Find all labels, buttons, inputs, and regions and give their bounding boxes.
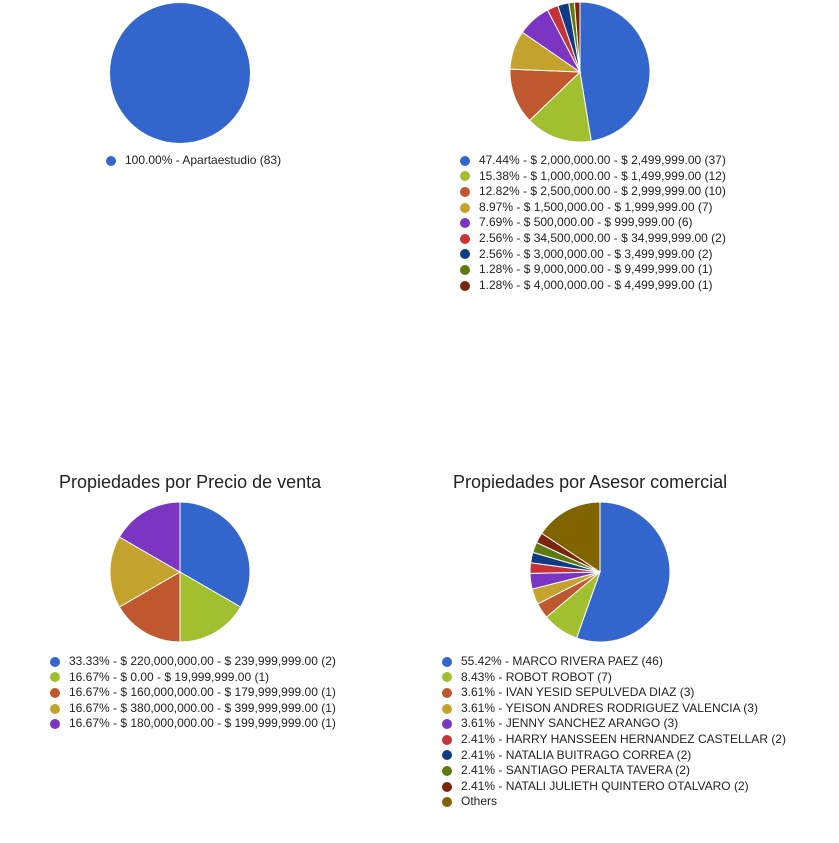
legend-3-label-2: 16.67% - $ 0.00 - $ 19,999,999.00 (1) xyxy=(69,669,270,684)
pie-2-slice-9 xyxy=(573,1,581,73)
pie-3-slice-3 xyxy=(118,571,181,643)
legend-2-label-1: 47.44% - $ 2,000,000.00 - $ 2,499,999.00… xyxy=(479,153,726,167)
pie-4-slice-10 xyxy=(541,501,601,573)
legend-4-label-3: 3.61% - IVAN YESID SEPULVEDA DIAZ (3) xyxy=(461,685,695,700)
legend-4-swatch-5 xyxy=(442,719,452,730)
pie-2-slice-2 xyxy=(528,70,592,143)
legend-1-label-1: 100.00% - Apartaestudio (83) xyxy=(125,153,282,167)
legend-2-label-5: 7.69% - $ 500,000.00 - $ 999,999.00 (6) xyxy=(479,215,693,230)
legend-2-item-5: 7.69% - $ 500,000.00 - $ 999,999.00 (6) xyxy=(460,215,726,231)
legend-2-item-3: 12.82% - $ 2,500,000.00 - $ 2,999,999.00… xyxy=(460,184,726,200)
legend-2: 47.44% - $ 2,000,000.00 - $ 2,499,999.00… xyxy=(460,153,726,293)
legend-3-label-3: 16.67% - $ 160,000,000.00 - $ 179,999,99… xyxy=(69,685,336,700)
legend-4-swatch-3 xyxy=(442,687,452,698)
legend-2-label-6: 2.56% - $ 34,500,000.00 - $ 34,999,999.0… xyxy=(479,230,726,245)
pie-3-slice-2 xyxy=(179,571,242,643)
legend-4-swatch-9 xyxy=(442,781,452,792)
legend-3-item-5: 16.67% - $ 180,000,000.00 - $ 199,999,99… xyxy=(50,716,336,732)
chart-title-3: Propiedades por Precio de venta xyxy=(59,472,322,492)
legend-2-swatch-1 xyxy=(460,155,470,166)
legend-2-swatch-7 xyxy=(460,249,470,260)
pie-3-slice-1 xyxy=(179,501,251,608)
legend-2-label-9: 1.28% - $ 4,000,000.00 - $ 4,499,999.00 … xyxy=(479,277,713,292)
legend-4-item-10: Others xyxy=(442,794,786,810)
legend-4-label-4: 3.61% - YEISON ANDRES RODRIGUEZ VALENCIA… xyxy=(461,700,758,715)
legend-4-item-2: 8.43% - ROBOT ROBOT (7) xyxy=(442,670,786,686)
legend-4-item-8: 2.41% - SANTIAGO PERALTA TAVERA (2) xyxy=(442,763,786,779)
legend-4-swatch-10 xyxy=(442,797,452,808)
legend-4-label-7: 2.41% - NATALIA BUITRAGO CORREA (2) xyxy=(461,747,692,762)
pie-4-slice-1 xyxy=(575,501,671,643)
legend-3-swatch-1 xyxy=(50,656,60,667)
legend-3: 33.33% - $ 220,000,000.00 - $ 239,999,99… xyxy=(50,654,336,732)
legend-1-swatch-1 xyxy=(106,155,116,166)
legend-4-item-7: 2.41% - NATALIA BUITRAGO CORREA (2) xyxy=(442,748,786,764)
legend-4-swatch-2 xyxy=(442,672,452,683)
legend-2-label-3: 12.82% - $ 2,500,000.00 - $ 2,999,999.00… xyxy=(479,184,726,199)
pie-chart-1 xyxy=(110,3,250,143)
legend-4-item-1: 55.42% - MARCO RIVERA PAEZ (46) xyxy=(442,654,786,670)
legend-3-item-1: 33.33% - $ 220,000,000.00 - $ 239,999,99… xyxy=(50,654,336,670)
legend-2-swatch-2 xyxy=(460,171,470,182)
legend-2-item-7: 2.56% - $ 3,000,000.00 - $ 3,499,999.00 … xyxy=(460,247,726,263)
legend-3-swatch-4 xyxy=(50,703,60,714)
legend-4-label-10: Others xyxy=(461,794,498,809)
pie-1-slice-1 xyxy=(110,3,250,143)
pie-3-slice-4 xyxy=(109,536,182,608)
legend-2-item-2: 15.38% - $ 1,000,000.00 - $ 1,499,999.00… xyxy=(460,169,726,185)
legend-2-item-9: 1.28% - $ 4,000,000.00 - $ 4,499,999.00 … xyxy=(460,278,726,294)
legend-2-item-6: 2.56% - $ 34,500,000.00 - $ 34,999,999.0… xyxy=(460,231,726,247)
legend-2-item-8: 1.28% - $ 9,000,000.00 - $ 9,499,999.00 … xyxy=(460,262,726,278)
legend-2-label-7: 2.56% - $ 3,000,000.00 - $ 3,499,999.00 … xyxy=(479,246,713,261)
legend-4-item-6: 2.41% - HARRY HANSSEEN HERNANDEZ CASTELL… xyxy=(442,732,786,748)
legend-2-swatch-6 xyxy=(460,233,470,244)
legend-3-label-1: 33.33% - $ 220,000,000.00 - $ 239,999,99… xyxy=(69,654,336,668)
legend-1-item-1: 100.00% - Apartaestudio (83) xyxy=(106,153,281,169)
legend-2-label-2: 15.38% - $ 1,000,000.00 - $ 1,499,999.00… xyxy=(479,168,726,183)
legend-4-swatch-6 xyxy=(442,734,452,745)
legend-4-swatch-8 xyxy=(442,765,452,776)
legend-4-swatch-7 xyxy=(442,750,452,761)
pie-2-slice-3 xyxy=(509,68,582,122)
legend-4-label-2: 8.43% - ROBOT ROBOT (7) xyxy=(461,669,612,684)
legend-2-swatch-9 xyxy=(460,280,470,291)
pie-2-slice-1 xyxy=(579,1,651,142)
legend-2-swatch-5 xyxy=(460,218,470,229)
legend-4-label-9: 2.41% - NATALI JULIETH QUINTERO OTALVARO… xyxy=(461,778,749,793)
legend-4: 55.42% - MARCO RIVERA PAEZ (46) 8.43% - R… xyxy=(442,654,786,810)
legend-4-item-9: 2.41% - NATALI JULIETH QUINTERO OTALVARO… xyxy=(442,779,786,795)
legend-4-label-6: 2.41% - HARRY HANSSEEN HERNANDEZ CASTELL… xyxy=(461,731,786,746)
pie-3-slice-5 xyxy=(118,501,181,573)
legend-3-swatch-3 xyxy=(50,687,60,698)
legend-3-label-5: 16.67% - $ 180,000,000.00 - $ 199,999,99… xyxy=(69,716,336,731)
legend-4-label-5: 3.61% - JENNY SANCHEZ ARANGO (3) xyxy=(461,716,679,731)
legend-3-item-2: 16.67% - $ 0.00 - $ 19,999,999.00 (1) xyxy=(50,670,336,686)
legend-4-swatch-4 xyxy=(442,703,452,714)
legend-2-swatch-4 xyxy=(460,202,470,213)
legend-2-label-8: 1.28% - $ 9,000,000.00 - $ 9,499,999.00 … xyxy=(479,262,713,277)
legend-1: 100.00% - Apartaestudio (83) xyxy=(106,153,281,169)
pie-chart-4 xyxy=(529,501,671,643)
legend-4-label-1: 55.42% - MARCO RIVERA PAEZ (46) xyxy=(461,654,663,668)
legend-4-item-4: 3.61% - YEISON ANDRES RODRIGUEZ VALENCIA… xyxy=(442,701,786,717)
legend-3-label-4: 16.67% - $ 380,000,000.00 - $ 399,999,99… xyxy=(69,700,336,715)
legend-4-item-5: 3.61% - JENNY SANCHEZ ARANGO (3) xyxy=(442,716,786,732)
pie-chart-2 xyxy=(509,1,651,143)
legend-3-item-4: 16.67% - $ 380,000,000.00 - $ 399,999,99… xyxy=(50,701,336,717)
legend-2-swatch-8 xyxy=(460,264,470,275)
legend-3-item-3: 16.67% - $ 160,000,000.00 - $ 179,999,99… xyxy=(50,685,336,701)
legend-4-item-3: 3.61% - IVAN YESID SEPULVEDA DIAZ (3) xyxy=(442,685,786,701)
chart-title-4: Propiedades por Asesor comercial xyxy=(453,472,728,492)
legend-2-item-1: 47.44% - $ 2,000,000.00 - $ 2,499,999.00… xyxy=(460,153,726,169)
legend-2-label-4: 8.97% - $ 1,500,000.00 - $ 1,999,999.00 … xyxy=(479,199,713,214)
legend-4-swatch-1 xyxy=(442,656,452,667)
pie-chart-3 xyxy=(109,501,251,643)
legend-2-item-4: 8.97% - $ 1,500,000.00 - $ 1,999,999.00 … xyxy=(460,200,726,216)
legend-2-swatch-3 xyxy=(460,186,470,197)
legend-3-swatch-5 xyxy=(50,719,60,730)
legend-4-label-8: 2.41% - SANTIAGO PERALTA TAVERA (2) xyxy=(461,763,690,778)
legend-3-swatch-2 xyxy=(50,672,60,683)
